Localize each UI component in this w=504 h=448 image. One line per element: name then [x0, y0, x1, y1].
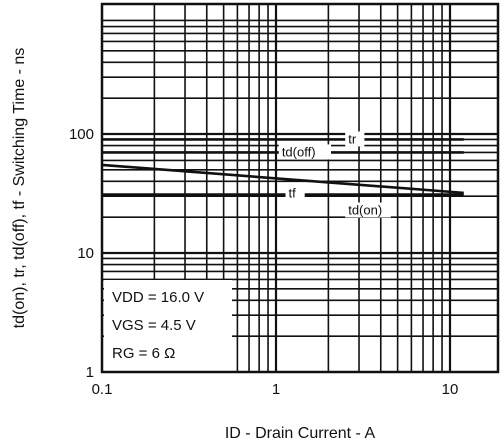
series-line-tf: [101, 163, 464, 195]
curve-label-tf: tf: [289, 185, 297, 200]
y-tick-label: 1: [86, 364, 94, 381]
conditions: VDD = 16.0 V VGS = 4.5 V RG = 6 Ω: [112, 289, 204, 362]
curve-label-tr: tr: [348, 131, 357, 146]
conditions-box: [104, 280, 232, 372]
condition-rg: RG = 6 Ω: [112, 345, 175, 362]
plot-frame: [100, 2, 500, 374]
condition-vgs: VGS = 4.5 V: [112, 317, 196, 334]
curve-label-bg: [345, 131, 365, 147]
curve-label-bg: [345, 202, 391, 218]
curve-label-bg: [285, 185, 305, 201]
y-axis-label: td(on), tr, td(off), tf - Switching Time…: [11, 48, 28, 329]
curve-labels: tr td(off) tf td(on): [278, 131, 391, 218]
curve-label-tdon: td(on): [348, 203, 382, 218]
y-tick-label: 100: [69, 126, 94, 143]
x-axis-label: ID - Drain Current - A: [225, 425, 376, 442]
x-tick-label: 1: [272, 381, 280, 398]
y-tick-label: 10: [77, 245, 94, 262]
curve-label-bg: [278, 144, 332, 160]
x-tick-label: 10: [442, 381, 459, 398]
x-tick-label: 0.1: [92, 381, 113, 398]
condition-vdd: VDD = 16.0 V: [112, 289, 204, 306]
curve-label-tdoff: td(off): [282, 144, 316, 159]
